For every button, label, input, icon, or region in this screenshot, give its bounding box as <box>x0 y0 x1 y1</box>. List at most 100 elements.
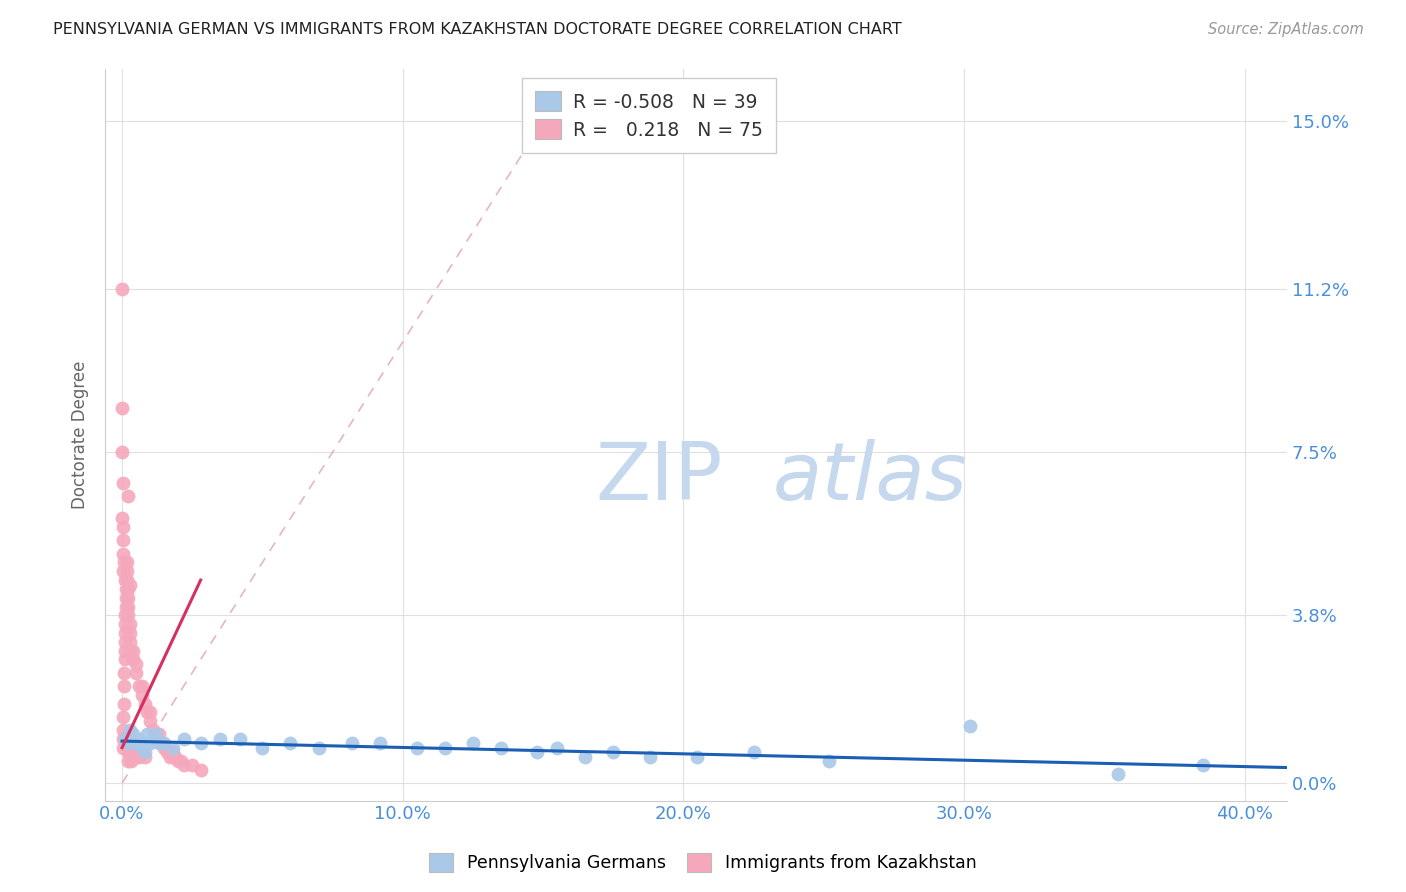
Point <box>117 754 139 768</box>
Point <box>115 573 138 587</box>
Point <box>153 736 176 750</box>
Point <box>117 622 139 636</box>
Point <box>120 754 142 768</box>
Point <box>131 679 153 693</box>
Point <box>742 745 765 759</box>
Point <box>142 731 165 746</box>
Point <box>142 723 165 737</box>
Point <box>145 731 167 746</box>
Point <box>115 582 138 596</box>
Point <box>170 754 193 768</box>
Point <box>111 511 134 525</box>
Point <box>134 749 156 764</box>
Point <box>209 731 232 746</box>
Point <box>150 736 173 750</box>
Point <box>117 736 139 750</box>
Point <box>117 582 139 596</box>
Point <box>112 665 135 680</box>
Point <box>134 745 156 759</box>
Point <box>134 697 156 711</box>
Point <box>114 731 136 746</box>
Point <box>153 740 176 755</box>
Point <box>111 401 134 416</box>
Point <box>340 736 363 750</box>
Point <box>117 599 139 614</box>
Point <box>112 520 135 534</box>
Point <box>111 740 134 755</box>
Point <box>162 745 184 759</box>
Point <box>125 665 148 680</box>
Point <box>111 445 134 459</box>
Point <box>111 533 134 548</box>
Text: atlas: atlas <box>773 440 967 517</box>
Point <box>156 745 179 759</box>
Point <box>1107 767 1129 781</box>
Point <box>112 710 135 724</box>
Point <box>114 599 136 614</box>
Point <box>125 736 148 750</box>
Point <box>139 736 162 750</box>
Y-axis label: Doctorate Degree: Doctorate Degree <box>72 360 89 508</box>
Point <box>114 617 136 632</box>
Point <box>112 697 135 711</box>
Point <box>117 608 139 623</box>
Point <box>489 740 512 755</box>
Point <box>148 736 170 750</box>
Point <box>125 657 148 671</box>
Point <box>686 749 709 764</box>
Point <box>128 731 150 746</box>
Point <box>128 679 150 693</box>
Point <box>115 591 138 605</box>
Point <box>125 749 148 764</box>
Point <box>114 608 136 623</box>
Point <box>546 740 568 755</box>
Point <box>111 731 134 746</box>
Text: Source: ZipAtlas.com: Source: ZipAtlas.com <box>1208 22 1364 37</box>
Point <box>574 749 596 764</box>
Point <box>120 635 142 649</box>
Point <box>114 626 136 640</box>
Point <box>173 731 195 746</box>
Point <box>190 763 212 777</box>
Point <box>165 749 187 764</box>
Point <box>121 745 143 759</box>
Point <box>136 706 159 720</box>
Point <box>120 626 142 640</box>
Point <box>111 282 134 296</box>
Point <box>114 635 136 649</box>
Point <box>526 745 548 759</box>
Point <box>136 727 159 741</box>
Point <box>131 688 153 702</box>
Point <box>120 577 142 591</box>
Point <box>229 731 252 746</box>
Legend: R = -0.508   N = 39, R =   0.218   N = 75: R = -0.508 N = 39, R = 0.218 N = 75 <box>522 78 776 153</box>
Point <box>159 749 181 764</box>
Point <box>433 740 456 755</box>
Point <box>190 736 212 750</box>
Point <box>959 719 981 733</box>
Point <box>114 652 136 666</box>
Point <box>638 749 661 764</box>
Point <box>120 617 142 632</box>
Point <box>115 564 138 578</box>
Point <box>818 754 841 768</box>
Point <box>118 736 141 750</box>
Point <box>145 727 167 741</box>
Point <box>162 740 184 755</box>
Point <box>122 643 145 657</box>
Text: ZIP: ZIP <box>596 440 723 517</box>
Point <box>122 727 145 741</box>
Point <box>280 736 302 750</box>
Point <box>114 643 136 657</box>
Point <box>139 706 162 720</box>
Point <box>111 476 134 491</box>
Point <box>139 714 162 729</box>
Point <box>117 745 139 759</box>
Point <box>252 740 274 755</box>
Point <box>120 723 142 737</box>
Point <box>405 740 427 755</box>
Point <box>308 740 330 755</box>
Text: PENNSYLVANIA GERMAN VS IMMIGRANTS FROM KAZAKHSTAN DOCTORATE DEGREE CORRELATION C: PENNSYLVANIA GERMAN VS IMMIGRANTS FROM K… <box>53 22 903 37</box>
Point <box>112 564 135 578</box>
Point <box>112 556 135 570</box>
